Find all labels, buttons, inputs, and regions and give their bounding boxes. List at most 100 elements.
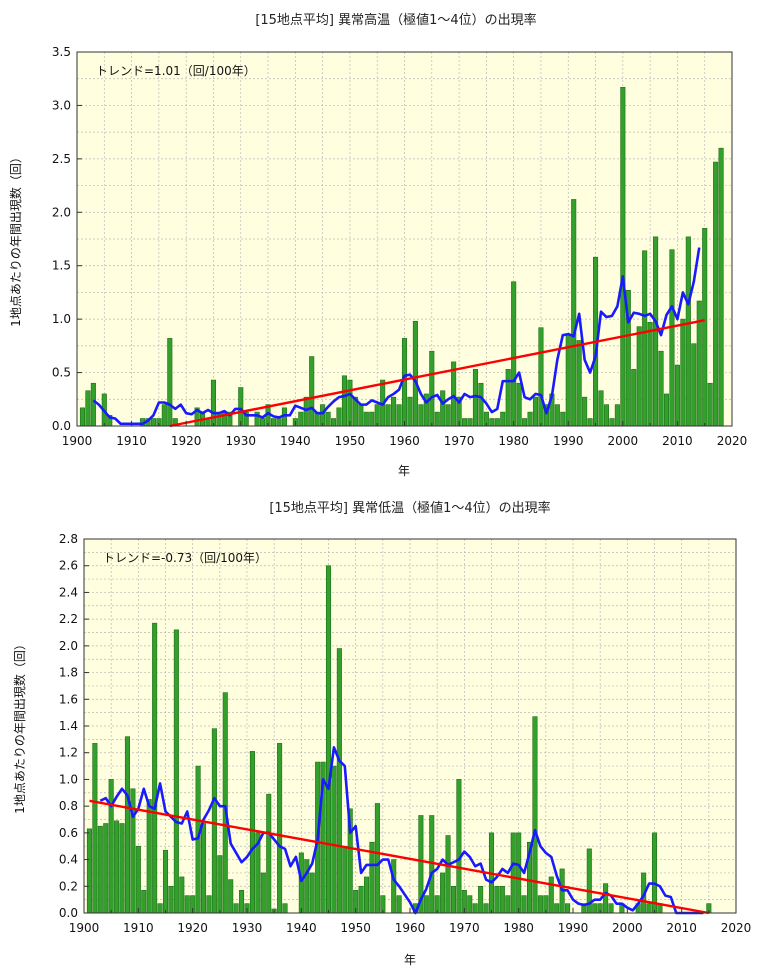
bar-1923 xyxy=(206,895,212,914)
bar-2004 xyxy=(642,250,648,427)
x-tick-label: 2000 xyxy=(608,434,639,448)
bar-1957 xyxy=(385,404,391,427)
bar-1997 xyxy=(608,903,614,914)
bar-1974 xyxy=(478,382,484,427)
y-tick-label: 0.0 xyxy=(59,906,78,920)
bar-1968 xyxy=(445,404,451,427)
bar-1978 xyxy=(500,411,506,427)
bar-2013 xyxy=(691,343,697,427)
y-tick-label: 1.0 xyxy=(59,772,78,786)
bar-1910 xyxy=(135,845,141,914)
bar-1901 xyxy=(79,407,85,427)
bar-1927 xyxy=(228,879,234,914)
bar-1919 xyxy=(184,895,190,914)
y-tick-label: 2.8 xyxy=(59,532,78,546)
y-tick-label: 0.2 xyxy=(59,879,78,893)
bar-1931 xyxy=(249,751,255,914)
bar-1976 xyxy=(489,418,495,427)
bar-1901 xyxy=(86,828,92,914)
bar-2005 xyxy=(651,832,658,914)
bar-1942 xyxy=(309,872,315,914)
bar-1966 xyxy=(440,872,446,914)
y-tick-label: 0.4 xyxy=(59,853,78,867)
bar-1906 xyxy=(114,820,120,914)
bar-2017 xyxy=(713,161,719,427)
bar-1989 xyxy=(560,411,566,427)
bar-2009 xyxy=(669,249,675,427)
bar-1950 xyxy=(347,379,353,427)
bar-1952 xyxy=(364,876,370,914)
bar-1917 xyxy=(173,629,179,914)
bar-1976 xyxy=(494,885,500,914)
trend-line xyxy=(89,799,710,915)
bar-1980 xyxy=(511,281,517,427)
y-tick-label: 3.0 xyxy=(52,98,71,112)
bar-2015 xyxy=(702,228,708,427)
x-tick-label: 1900 xyxy=(69,921,100,935)
bar-1947 xyxy=(336,648,342,914)
bar-1937 xyxy=(282,903,288,914)
bar-1936 xyxy=(270,418,277,427)
bar-1973 xyxy=(478,885,484,914)
y-tick-label: 0.6 xyxy=(59,826,78,840)
bar-1947 xyxy=(331,418,337,427)
bar-1994 xyxy=(587,418,593,427)
axis-ticks: 1900 1910 1920 1930 1940 1950 1960 1970 1980 1990… xyxy=(52,45,747,448)
trend-label: トレンド=-0.73（回/100年） xyxy=(103,551,267,565)
bar-1998 xyxy=(609,418,615,427)
bar-1979 xyxy=(510,832,516,914)
bar-1949 xyxy=(341,375,347,427)
bar-1999 xyxy=(614,404,620,427)
bar-1934 xyxy=(260,418,266,427)
bar-1963 xyxy=(423,895,429,914)
bar-2018 xyxy=(718,147,724,427)
bar-1990 xyxy=(565,334,571,427)
bar-1902 xyxy=(92,743,98,914)
bar-1907 xyxy=(119,823,125,914)
bar-1954 xyxy=(374,803,380,914)
y-tick-label: 2.2 xyxy=(59,612,78,626)
bar-1905 xyxy=(108,779,114,914)
x-tick-label: 2010 xyxy=(666,921,697,935)
y-axis-label: 1地点あたりの年間出現数（回） xyxy=(8,151,23,327)
bar-2003 xyxy=(636,326,642,427)
chart-title: [15地点平均] 異常低温（極値1～4位）の出現率 xyxy=(269,500,550,516)
bar-2000 xyxy=(620,86,626,427)
bar-1971 xyxy=(467,895,473,914)
bar-1958 xyxy=(391,396,397,427)
chart-abnormal-low-temperature: [15地点平均] 異常低温（極値1～4位）の出現率 1900 1910 1920 19… xyxy=(12,500,751,967)
bar-1977 xyxy=(499,885,505,914)
bar-2014 xyxy=(696,300,702,427)
bar-1977 xyxy=(494,418,500,427)
x-tick-label: 1950 xyxy=(340,921,371,935)
grid-lines xyxy=(84,539,736,913)
x-tick-label: 1930 xyxy=(232,921,263,935)
x-tick-label: 1940 xyxy=(280,434,311,448)
bar-1948 xyxy=(336,407,342,427)
bar-1984 xyxy=(537,895,543,914)
y-axis-label: 1地点あたりの年間出現数（回） xyxy=(12,638,27,814)
bar-1985 xyxy=(538,327,544,427)
bar-1915 xyxy=(162,849,169,914)
x-tick-label: 1940 xyxy=(286,921,317,935)
x-tick-label: 1980 xyxy=(498,434,529,448)
y-tick-label: 0.5 xyxy=(52,366,71,380)
y-tick-label: 1.6 xyxy=(59,692,78,706)
x-tick-label: 1970 xyxy=(444,434,475,448)
x-tick-label: 1960 xyxy=(389,434,420,448)
bar-1914 xyxy=(157,903,163,914)
bar-2005 xyxy=(647,322,653,427)
x-tick-label: 2020 xyxy=(717,434,748,448)
bar-1941 xyxy=(304,859,310,914)
y-tick-label: 2.0 xyxy=(59,639,78,653)
bar-2010 xyxy=(674,364,680,427)
bar-1953 xyxy=(363,411,369,427)
bar-1904 xyxy=(103,823,109,914)
bar-1996 xyxy=(598,390,604,427)
bar-1908 xyxy=(124,736,130,914)
bar-1912 xyxy=(146,799,152,914)
y-tick-label: 2.0 xyxy=(52,205,71,219)
x-axis-label: 年 xyxy=(398,464,410,478)
bar-1922 xyxy=(201,823,207,914)
